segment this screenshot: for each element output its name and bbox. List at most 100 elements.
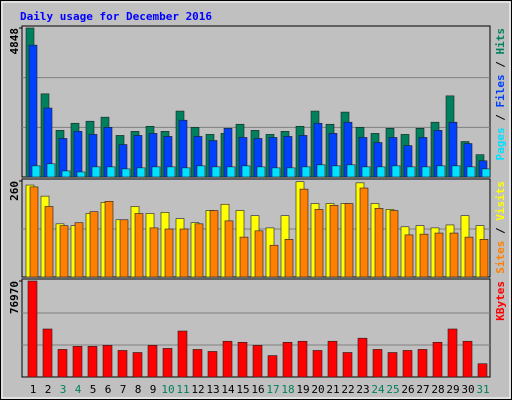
bar <box>87 346 98 378</box>
bar <box>406 166 416 178</box>
bar <box>57 349 68 378</box>
x-tick-label: 20 <box>311 383 324 396</box>
bar <box>301 166 311 178</box>
legend: Sites / Visits <box>494 181 507 274</box>
bar <box>102 345 113 378</box>
bar <box>434 232 444 278</box>
x-tick-label: 18 <box>281 383 294 396</box>
bar <box>254 230 264 278</box>
legend-entry: Hits <box>494 28 507 55</box>
bar <box>466 166 476 178</box>
bar <box>222 340 233 378</box>
bar <box>404 234 414 278</box>
legend-separator: / <box>494 55 507 75</box>
x-tick-label: 9 <box>150 383 157 396</box>
bar <box>239 236 249 278</box>
bar <box>177 330 188 378</box>
bar <box>376 166 386 178</box>
bar <box>269 244 279 278</box>
x-tick-label: 23 <box>356 383 369 396</box>
x-tick-label: 14 <box>221 383 235 396</box>
x-tick-label: 17 <box>266 383 279 396</box>
bar <box>299 188 309 278</box>
bar <box>104 201 114 278</box>
x-tick-label: 27 <box>416 383 429 396</box>
bar <box>436 165 446 178</box>
bar <box>226 166 236 178</box>
bar <box>194 223 204 278</box>
x-tick-label: 12 <box>191 383 204 396</box>
x-tick-label: 19 <box>296 383 309 396</box>
bar <box>387 352 398 378</box>
bar <box>149 227 159 278</box>
bar <box>192 349 203 378</box>
bar <box>196 165 206 178</box>
bar <box>344 203 354 278</box>
legend-separator: / <box>494 108 507 128</box>
bar <box>119 219 129 278</box>
bar <box>147 345 158 378</box>
bar <box>89 211 99 278</box>
bar <box>481 168 491 178</box>
bar <box>477 363 488 378</box>
bar <box>479 239 489 278</box>
y-tick-label: 76970 <box>8 281 21 314</box>
bar <box>207 351 218 378</box>
legend: Pages / Files / Hits <box>494 28 507 161</box>
legend: KBytes <box>494 281 507 321</box>
y-tick-label: 4848 <box>8 28 21 55</box>
x-tick-label: 8 <box>135 383 142 396</box>
x-tick-label: 31 <box>476 383 489 396</box>
x-tick-label: 13 <box>206 383 219 396</box>
legend-entry: Sites <box>494 241 507 274</box>
legend-separator: / <box>494 221 507 241</box>
x-tick-label: 25 <box>386 383 399 396</box>
bar <box>271 167 281 178</box>
bar <box>44 206 54 278</box>
bar <box>181 167 191 178</box>
bar <box>449 232 459 278</box>
bar <box>314 209 324 278</box>
legend-entry: Files <box>494 74 507 107</box>
bar <box>346 164 356 178</box>
bar <box>162 348 173 378</box>
bar <box>312 350 323 378</box>
bar <box>451 165 461 178</box>
bar <box>73 131 83 178</box>
legend-entry: KBytes <box>494 281 507 321</box>
bar <box>357 337 368 378</box>
bar <box>224 220 234 278</box>
bar <box>121 168 131 178</box>
x-tick-label: 10 <box>161 383 174 396</box>
bar <box>74 222 84 278</box>
bar <box>27 280 38 378</box>
bar <box>316 164 326 178</box>
bar <box>256 166 266 178</box>
bar <box>282 341 293 378</box>
x-tick-label: 7 <box>120 383 127 396</box>
bar <box>134 213 144 278</box>
bar <box>61 170 71 178</box>
x-tick-label: 16 <box>251 383 264 396</box>
bar <box>391 165 401 178</box>
bar <box>252 345 263 378</box>
bar <box>462 340 473 378</box>
bar <box>464 236 474 278</box>
legend-entry: Pages <box>494 127 507 160</box>
bar <box>241 165 251 178</box>
bar <box>59 225 69 278</box>
x-tick-label: 22 <box>341 383 354 396</box>
x-tick-label: 28 <box>431 383 444 396</box>
x-tick-label: 6 <box>105 383 112 396</box>
y-tick-label: 260 <box>8 181 21 201</box>
bar <box>417 349 428 378</box>
bar <box>372 349 383 378</box>
bar <box>132 352 143 378</box>
x-tick-label: 1 <box>30 383 37 396</box>
bar <box>402 350 413 378</box>
chart-title: Daily usage for December 2016 <box>20 10 212 23</box>
bar <box>106 166 116 178</box>
bar <box>28 44 38 178</box>
